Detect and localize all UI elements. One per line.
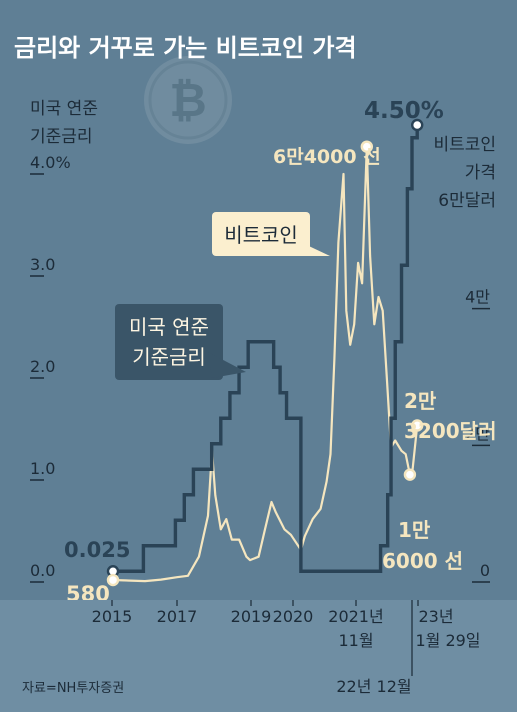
left-tick-label: 3.0 [30,255,55,274]
rate-callout-text-line1: 미국 연준 [129,315,209,339]
left-tick-label: 0.0 [30,561,55,580]
x-tick-label: 2019 [231,607,272,626]
right-axis-label-line3: 6만달러 [438,191,496,211]
bitcoin-callout-text: 비트코인 [224,223,298,247]
rate-end-marker [411,118,424,132]
left-axis-label-line1: 미국 연준 [30,99,98,119]
right-axis-ticks: 0 2만 4만 [465,288,490,583]
btc-end-label-line2: 3200달러 [404,419,496,443]
x-tick-label: 2015 [92,607,133,626]
x-tick-label: 11월 [338,631,373,650]
left-tick-label: 4.0% [30,153,71,172]
rate-series-line [113,125,419,573]
bitcoin-series-line [112,145,419,583]
x-tick-label: 2020 [273,607,314,626]
source-note: 자료=NH투자증권 [22,681,124,696]
bitcoin-coin-icon: ₿ [144,56,232,144]
rate-callout-text-line2: 기준금리 [132,345,206,369]
chart-title: 금리와 거꾸로 가는 비트코인 가격 [14,34,357,62]
rate-end-label: 4.50% [364,98,444,124]
x-tick-label: 1월 29일 [415,631,480,650]
x-tick-label: 2021년 [328,607,383,626]
left-axis-label-line2: 기준금리 [30,127,93,147]
btc-low-label-line1: 1만 [398,518,431,542]
left-tick-label: 2.0 [30,357,55,376]
btc-low-label-line2: 6000 선 [382,549,463,573]
btc-low-marker [403,468,417,481]
x-tick-label: 22년 12월 [336,677,411,696]
btc-peak-label: 6만4000 선 [273,146,381,168]
left-axis-ticks: 0.0 1.0 2.0 3.0 4.0% [30,153,71,583]
btc-start-marker [106,573,120,587]
bitcoin-callout-bubble: 비트코인 [212,212,330,256]
svg-text:₿: ₿ [169,73,207,127]
rate-start-label: 0.025 [64,538,130,562]
x-tick-label: 2017 [157,607,198,626]
right-axis-label-line1: 비트코인 [433,135,496,155]
series-markers [106,118,424,587]
rate-callout-bubble: 미국 연준 기준금리 [115,304,246,380]
x-axis-band [0,600,517,712]
btc-peak-marker [360,140,374,153]
left-tick-label: 1.0 [30,459,55,478]
x-tick-label: 23년 [418,607,453,626]
right-tick-label: 4만 [465,288,490,307]
btc-end-marker [411,419,424,432]
right-tick-label: 2만 [465,424,490,443]
btc-end-label-line1: 2만 [404,389,437,413]
right-tick-label: 0 [480,561,490,580]
right-axis-label-line2: 가격 [465,163,496,183]
x-axis-ticks: 2015 2017 2019 2020 2021년 11월 22년 12월 23년 1월 29일 [92,600,481,696]
